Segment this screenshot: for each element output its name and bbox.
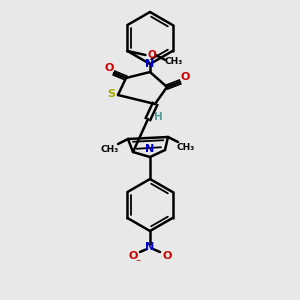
Text: CH₃: CH₃ — [177, 142, 195, 152]
Text: S: S — [107, 89, 115, 99]
Text: H: H — [154, 112, 162, 122]
Text: CH₃: CH₃ — [101, 145, 119, 154]
Text: N: N — [146, 144, 154, 154]
Text: N: N — [146, 242, 154, 252]
Text: O: O — [104, 63, 114, 73]
Text: O: O — [162, 251, 172, 261]
Text: O: O — [128, 251, 138, 261]
Text: N: N — [146, 59, 154, 69]
Text: O: O — [180, 72, 190, 82]
Text: O: O — [147, 50, 156, 60]
Text: CH₃: CH₃ — [164, 58, 183, 67]
Text: ⁻: ⁻ — [135, 258, 141, 268]
